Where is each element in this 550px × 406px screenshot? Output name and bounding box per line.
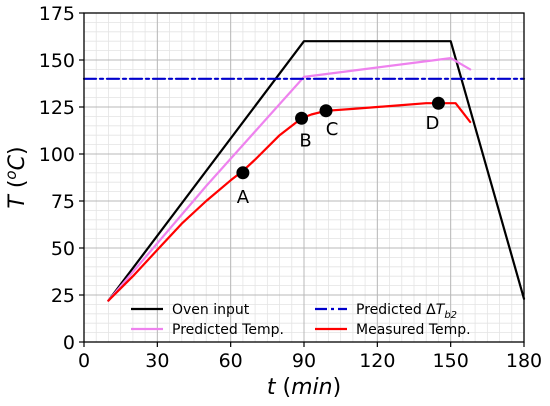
y-tick-label: 0 [63,332,75,354]
y-tick-label: 100 [39,144,75,166]
point-marker-c [319,104,333,118]
x-axis-label: t (min) [267,375,341,400]
point-label-c: C [326,119,339,140]
x-tick-label: 60 [219,350,243,372]
y-tick-label: 25 [51,285,75,307]
x-tick-label: 0 [78,350,90,372]
x-tick-label: 90 [292,350,316,372]
x-tick-label: 180 [506,350,542,372]
y-tick-label: 175 [39,3,75,25]
x-tick-label: 30 [145,350,169,372]
point-label-b: B [299,130,311,151]
point-label-d: D [426,113,440,134]
legend: Oven input Predicted ΔTb2 Predicted Temp. M… [131,302,471,338]
legend-label: Measured Temp. [356,322,471,338]
y-tick-label: 50 [51,238,75,260]
legend-label: Predicted ΔTb2 [356,302,457,321]
legend-label: Predicted Temp. [172,322,284,338]
y-tick-label: 150 [39,50,75,72]
series-line-0 [107,40,526,302]
axis-ticks [79,12,525,347]
y-tick-labels: 0 25 50 75 100 125 150 175 [39,3,75,354]
y-axis-label: T (oC) [2,146,30,208]
series-line-3 [107,102,472,302]
point-labels: A BC D [237,113,440,208]
y-tick-label: 75 [51,191,75,213]
x-tick-label: 120 [359,350,395,372]
legend-label: Oven input [172,302,250,318]
y-tick-label: 125 [39,97,75,119]
series-lines [82,40,526,302]
point-marker-a [236,166,250,180]
point-label-a: A [237,187,250,208]
x-tick-labels: 0 30 60 90 120 150 180 [78,350,542,372]
point-markers [236,96,445,180]
point-marker-b [295,111,309,125]
point-marker-d [431,96,445,110]
x-tick-label: 150 [433,350,469,372]
series-line-1 [107,56,472,302]
